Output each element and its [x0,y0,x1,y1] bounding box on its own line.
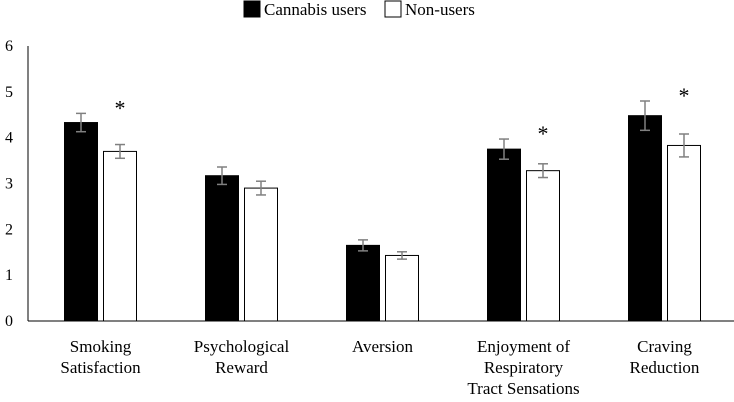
legend-swatch-non-users [384,0,402,18]
bar-non-users [667,144,701,322]
x-category-label: Aversion [352,337,414,356]
significance-marker: * [115,95,126,120]
y-tick-label: 6 [5,38,13,55]
bar-cannabis-users [346,244,380,322]
x-category-label: Psychological [194,337,290,356]
bars: * * * [64,83,701,322]
error-bar [679,133,689,158]
error-bar [397,251,407,260]
error-bar [358,239,368,252]
significance-marker: * [538,121,549,146]
axes: 0 1 2 3 4 5 6 [5,38,734,330]
y-tick-label: 5 [5,84,13,101]
bar-non-users [244,187,278,322]
x-category-label: Enjoyment of [477,337,570,356]
significance-marker: * [679,83,690,108]
x-category-label: Respiratory [484,358,564,377]
bar-non-users [385,254,419,322]
error-bar [76,112,86,133]
error-bar [115,143,125,160]
bar-cannabis-users [487,148,521,322]
error-bar [538,163,548,179]
y-tick-label: 1 [5,267,13,284]
legend-label-non-users: Non-users [405,0,475,19]
x-category-label: Reward [215,358,268,377]
x-category-label: Reduction [630,358,700,377]
legend: Cannabis users Non-users [243,0,475,19]
error-bar [499,138,509,160]
error-bar [640,100,650,132]
x-category-label: Smoking [70,337,132,356]
y-tick-label: 3 [5,176,13,193]
bar-cannabis-users [64,122,98,322]
x-category-label: Satisfaction [60,358,141,377]
legend-label-cannabis-users: Cannabis users [264,0,366,19]
category-labels: Smoking Satisfaction Psychological Reward Av… [60,337,700,398]
bar-cannabis-users [628,115,662,322]
y-tick-label: 2 [5,221,13,238]
bar-non-users [103,150,137,322]
error-bar [256,180,266,196]
legend-swatch-cannabis-users [243,0,261,18]
x-category-label: Craving [637,337,692,356]
bar-cannabis-users [205,175,239,322]
y-tick-label: 4 [5,130,13,147]
x-category-label: Tract Sensations [467,379,579,398]
y-tick-label: 0 [5,313,13,330]
bar-non-users [526,170,560,322]
error-bar [217,166,227,186]
